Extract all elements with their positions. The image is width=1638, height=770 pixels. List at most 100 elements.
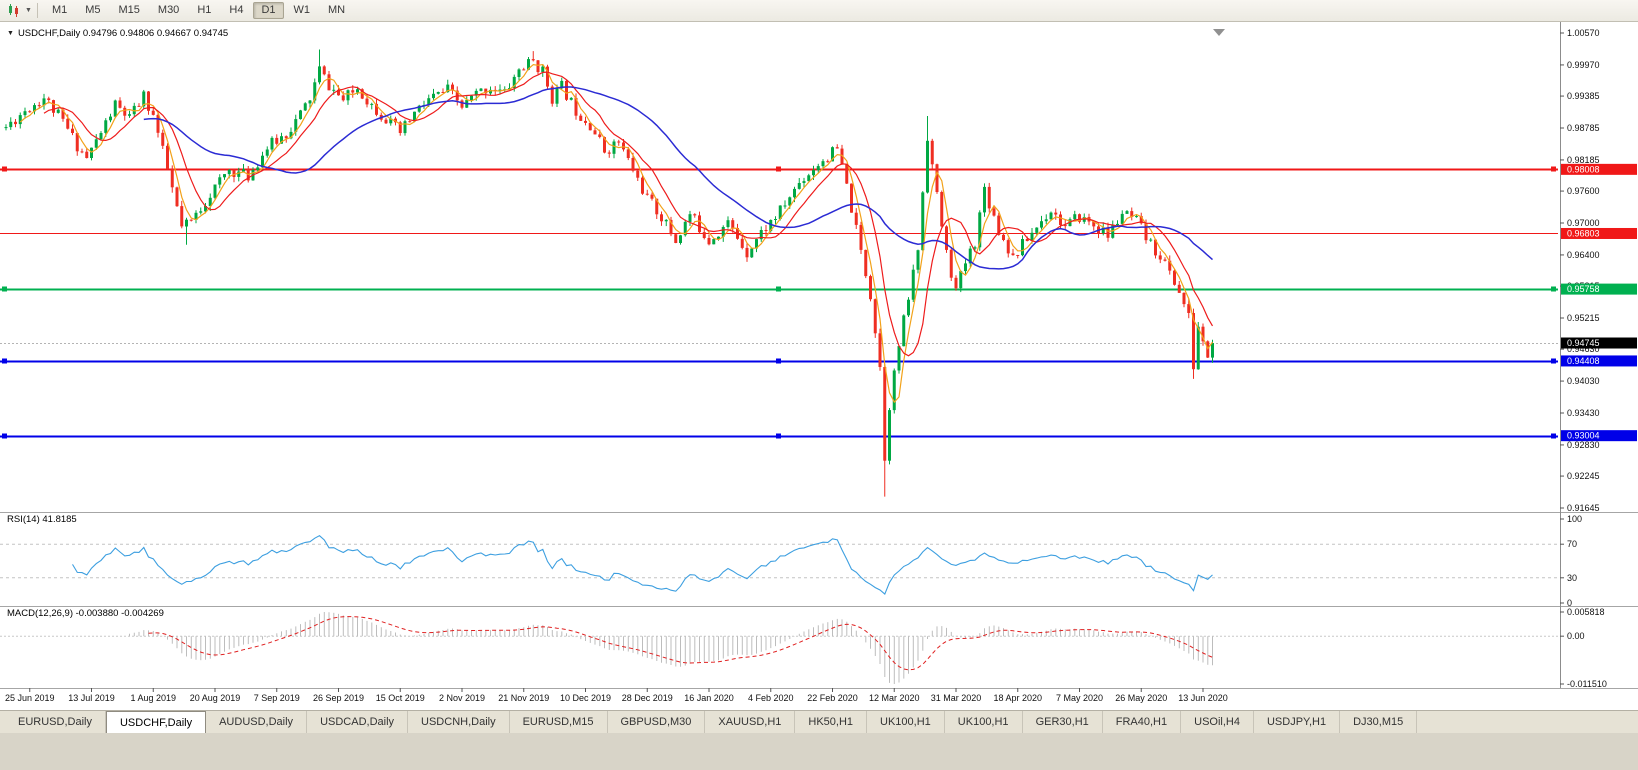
svg-text:0.99385: 0.99385 (1567, 91, 1600, 101)
svg-text:0: 0 (1567, 598, 1572, 608)
svg-text:20 Aug 2019: 20 Aug 2019 (190, 693, 241, 703)
svg-text:0.98785: 0.98785 (1567, 123, 1600, 133)
svg-text:70: 70 (1567, 539, 1577, 549)
timeframe-button-d1[interactable]: D1 (253, 2, 284, 19)
svg-text:30: 30 (1567, 573, 1577, 583)
chart-tab-eurusd-daily[interactable]: EURUSD,Daily (5, 711, 106, 733)
chart-tab-uk100-h1[interactable]: UK100,H1 (945, 711, 1023, 733)
timeframe-button-mn[interactable]: MN (328, 4, 346, 16)
chart-tab-usdchf-daily[interactable]: USDCHF,Daily (105, 711, 207, 733)
svg-text:1.00570: 1.00570 (1567, 28, 1600, 38)
macd-name: MACD(12,26,9) (7, 608, 73, 619)
rsi-plot (0, 535, 1558, 596)
svg-text:0.94745: 0.94745 (1567, 338, 1600, 348)
collapse-triangle-icon[interactable]: ▼ (7, 30, 14, 37)
svg-text:7 Sep 2019: 7 Sep 2019 (254, 693, 300, 703)
svg-text:2 Nov 2019: 2 Nov 2019 (439, 693, 485, 703)
svg-text:0.005818: 0.005818 (1567, 607, 1605, 617)
chart-tab-audusd-daily[interactable]: AUDUSD,Daily (206, 711, 308, 733)
svg-text:0.92830: 0.92830 (1567, 440, 1600, 450)
rsi-indicator-label: RSI(14) 41.8185 (7, 514, 77, 525)
window-bottom (0, 733, 1638, 770)
svg-text:100: 100 (1567, 514, 1582, 524)
chart-tab-usdcad-daily[interactable]: USDCAD,Daily (307, 711, 409, 733)
timeframe-button-m30[interactable]: M30 (157, 4, 180, 16)
svg-text:26 Sep 2019: 26 Sep 2019 (313, 693, 364, 703)
svg-text:13 Jun 2020: 13 Jun 2020 (1178, 693, 1228, 703)
horizontal-level-lines[interactable] (0, 166, 1558, 439)
timeframe-button-h1[interactable]: H1 (197, 4, 212, 16)
svg-text:0.95758: 0.95758 (1567, 284, 1600, 294)
macd-plot (0, 612, 1558, 684)
svg-text:13 Jul 2019: 13 Jul 2019 (68, 693, 115, 703)
svg-text:18 Apr 2020: 18 Apr 2020 (993, 693, 1042, 703)
svg-text:0.93430: 0.93430 (1567, 408, 1600, 418)
moving-average-lines (19, 63, 1214, 404)
svg-text:1 Aug 2019: 1 Aug 2019 (130, 693, 176, 703)
svg-text:-0.011510: -0.011510 (1567, 679, 1607, 689)
caret-down-icon[interactable]: ▼ (25, 7, 32, 14)
macd-indicator-label: MACD(12,26,9) -0.003880 -0.004269 (7, 608, 164, 619)
chart-tab-dj30-m15[interactable]: DJ30,M15 (1340, 711, 1418, 733)
chart-tab-gbpusd-m30[interactable]: GBPUSD,M30 (608, 711, 706, 733)
chart-ohlc-label: USDCHF,Daily 0.94796 0.94806 0.94667 0.9… (17, 28, 229, 39)
svg-text:0.91645: 0.91645 (1567, 503, 1600, 513)
chart-tab-fra40-h1[interactable]: FRA40,H1 (1103, 711, 1182, 733)
timeframe-button-w1[interactable]: W1 (293, 4, 311, 16)
timeframe-button-h4[interactable]: H4 (229, 4, 244, 16)
rsi-name: RSI(14) (7, 514, 40, 525)
svg-text:25 Jun 2019: 25 Jun 2019 (5, 693, 55, 703)
toolbar-separator (36, 3, 38, 18)
chart-tab-ger30-h1[interactable]: GER30,H1 (1023, 711, 1103, 733)
svg-text:12 Mar 2020: 12 Mar 2020 (869, 693, 920, 703)
timeframe-button-m15[interactable]: M15 (118, 4, 140, 16)
svg-text:16 Jan 2020: 16 Jan 2020 (684, 693, 734, 703)
chart-tab-eurusd-m15[interactable]: EURUSD,M15 (510, 711, 608, 733)
svg-text:0.99970: 0.99970 (1567, 60, 1600, 70)
svg-text:31 Mar 2020: 31 Mar 2020 (931, 693, 982, 703)
svg-text:0.97600: 0.97600 (1567, 186, 1600, 196)
candlestick-chart-icon[interactable] (4, 3, 24, 19)
svg-text:0.94030: 0.94030 (1567, 376, 1600, 386)
date-axis[interactable]: 25 Jun 2019 13 Jul 2019 1 Aug 2019 20 Aug 2… (5, 688, 1228, 703)
toolbar: ▼ M1 M5 M15 M30 H1 H4 D1 W1 MN (0, 0, 1638, 22)
chart-tab-usdjpy-h1[interactable]: USDJPY,H1 (1254, 711, 1341, 733)
chart-tab-xauusd-h1[interactable]: XAUUSD,H1 (705, 711, 796, 733)
svg-text:0.96803: 0.96803 (1567, 228, 1600, 238)
svg-text:0.95215: 0.95215 (1567, 313, 1600, 323)
chart-tab-usdcnh-daily[interactable]: USDCNH,Daily (408, 711, 510, 733)
price-axis[interactable]: 1.00570 0.99970 0.99385 0.98785 0.98185 0.976… (1560, 22, 1637, 689)
timeframe-button-m5[interactable]: M5 (85, 4, 101, 16)
chart-shift-marker (1213, 29, 1225, 36)
chart-header: ▼ USDCHF,Daily 0.94796 0.94806 0.94667 0… (7, 28, 228, 39)
svg-text:28 Dec 2019: 28 Dec 2019 (622, 693, 673, 703)
macd-values: -0.003880 -0.004269 (75, 608, 164, 619)
svg-text:0.97000: 0.97000 (1567, 218, 1600, 228)
svg-text:0.94630: 0.94630 (1567, 344, 1600, 354)
panel-separators[interactable] (0, 29, 1638, 689)
svg-text:0.00: 0.00 (1567, 631, 1585, 641)
candlesticks (4, 49, 1214, 497)
chart-window[interactable]: 1.00570 0.99970 0.99385 0.98785 0.98185 0.976… (0, 22, 1638, 710)
svg-text:0.93004: 0.93004 (1567, 431, 1600, 441)
chart-tab-uk100-h1[interactable]: UK100,H1 (867, 711, 945, 733)
chart-tab-hk50-h1[interactable]: HK50,H1 (795, 711, 868, 733)
timeframe-buttons: M1 M5 M15 M30 H1 H4 D1 W1 MN (43, 0, 354, 21)
svg-text:7 May 2020: 7 May 2020 (1056, 693, 1103, 703)
current-price-tag (1561, 337, 1637, 349)
timeframe-button-m1[interactable]: M1 (51, 4, 68, 16)
price-chart-canvas[interactable]: 1.00570 0.99970 0.99385 0.98785 0.98185 0.976… (0, 22, 1638, 710)
svg-text:4 Feb 2020: 4 Feb 2020 (748, 693, 794, 703)
chart-tab-bar: EURUSD,Daily USDCHF,Daily AUDUSD,Daily USDC… (0, 710, 1638, 733)
chart-tab-usoil-h4[interactable]: USOil,H4 (1181, 711, 1254, 733)
svg-text:10 Dec 2019: 10 Dec 2019 (560, 693, 611, 703)
svg-text:0.92245: 0.92245 (1567, 471, 1600, 481)
rsi-value: 41.8185 (42, 514, 77, 525)
svg-text:0.96400: 0.96400 (1567, 250, 1600, 260)
svg-text:26 May 2020: 26 May 2020 (1115, 693, 1167, 703)
svg-text:22 Feb 2020: 22 Feb 2020 (807, 693, 858, 703)
svg-text:21 Nov 2019: 21 Nov 2019 (498, 693, 549, 703)
svg-text:0.94408: 0.94408 (1567, 356, 1600, 366)
svg-text:0.98185: 0.98185 (1567, 155, 1600, 165)
svg-text:0.98008: 0.98008 (1567, 164, 1600, 174)
